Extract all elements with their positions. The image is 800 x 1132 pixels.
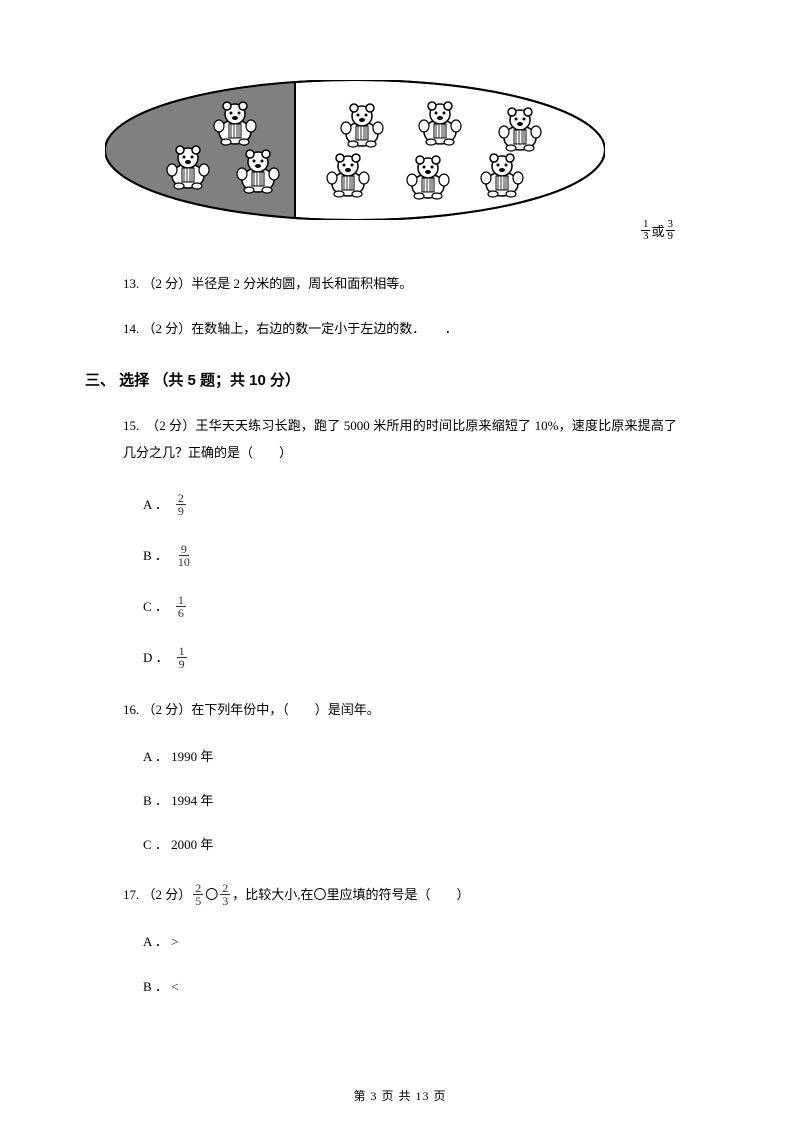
question-14: 14. （2 分）在数轴上，右边的数一定小于左边的数． ． (123, 317, 715, 340)
bear-oval-figure: 13 或 39 (105, 80, 665, 250)
q15-option-a: A ． 29 (143, 492, 715, 517)
page-footer: 第 3 页 共 13 页 (0, 1087, 800, 1104)
q16-option-c: C ． 2000 年 (143, 836, 715, 854)
question-17: 17. （2 分） 25 〇 23 ，比较大小,在〇里应填的符号是（ ） (123, 882, 715, 907)
q16-option-b: B ． 1994 年 (143, 792, 715, 810)
q15-option-c: C ． 16 (143, 594, 715, 619)
section-3-heading: 三、 选择 （共 5 题；共 10 分） (85, 369, 715, 390)
oval-svg (105, 80, 605, 220)
q17-option-b: B ． < (143, 978, 715, 996)
q16-option-a: A ． 1990 年 (143, 748, 715, 766)
q15-option-d: D ． 19 (143, 645, 715, 670)
q17-option-a: A ． > (143, 933, 715, 951)
question-13: 13. （2 分）半径是 2 分米的圆，周长和面积相等。 (123, 272, 715, 295)
question-16: 16. （2 分）在下列年份中，（ ）是闰年。 (123, 698, 715, 721)
fraction-answer: 13 或 39 (641, 219, 675, 242)
question-15: 15. （2 分）王华天天练习长跑，跑了 5000 米所用的时间比原来缩短了 1… (123, 412, 677, 467)
q15-option-b: B ． 910 (143, 543, 715, 568)
